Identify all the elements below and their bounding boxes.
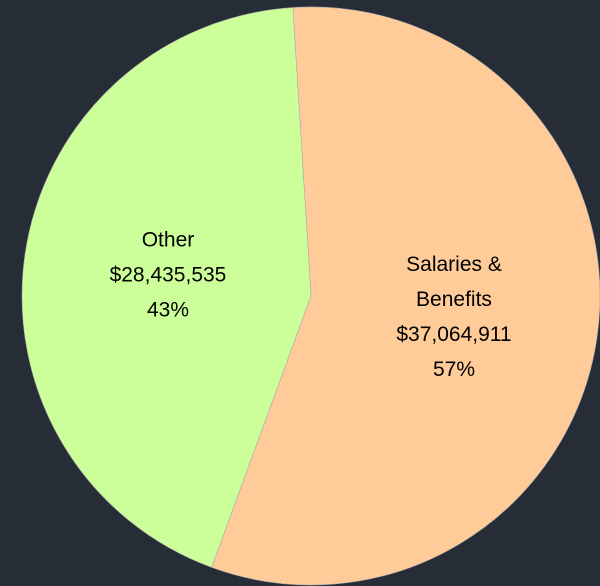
percent-label: 57% (432, 357, 476, 381)
pie-slice (211, 6, 600, 586)
slice-label: Salaries & Benefits $37,064,911 57% (379, 247, 529, 387)
category-label: Other (141, 228, 195, 252)
percent-label: 43% (146, 298, 189, 322)
value-label: $28,435,535 (109, 263, 227, 287)
slice-label: Other $28,435,535 43% (93, 223, 243, 328)
category-label: Salaries & Benefits (406, 252, 502, 311)
value-label: $37,064,911 (396, 322, 512, 346)
pie-slice (21, 7, 312, 568)
